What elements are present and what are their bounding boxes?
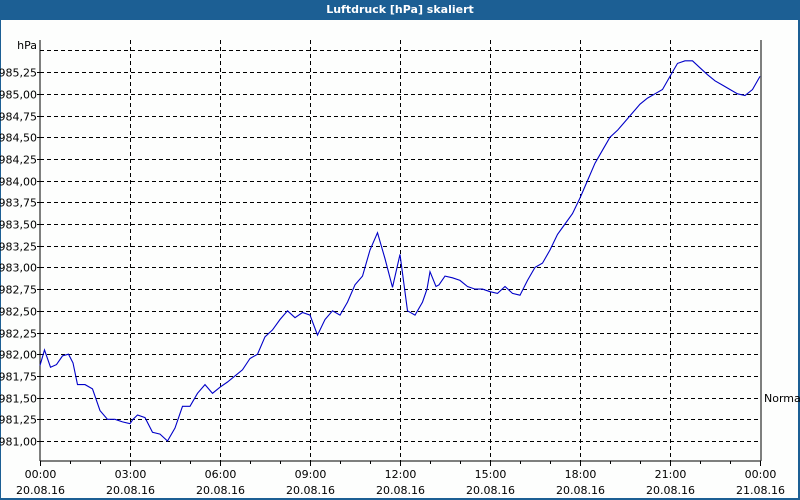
y-tick-label: 981,25 (0, 414, 37, 427)
x-tick-date: 20.08.16 (466, 484, 515, 497)
x-tick-date: 20.08.16 (556, 484, 605, 497)
x-tick-time: 03:00 (115, 468, 147, 481)
x-tick-date: 20.08.16 (286, 484, 335, 497)
y-tick-label: 984,00 (0, 176, 37, 189)
x-tick-date: 20.08.16 (646, 484, 695, 497)
y-tick-label: 984,50 (0, 132, 37, 145)
y-tick-label: 983,00 (0, 262, 37, 275)
x-tick-time: 12:00 (385, 468, 417, 481)
pressure-series-line (39, 60, 761, 442)
y-tick-label: 984,75 (0, 111, 37, 124)
y-tick-label: 982,75 (0, 284, 37, 297)
x-tick-date: 20.08.16 (376, 484, 425, 497)
y-tick-label: 981,50 (0, 393, 37, 406)
x-tick-date: 20.08.16 (16, 484, 65, 497)
y-tick-label: 985,25 (0, 67, 37, 80)
x-tick-time: 09:00 (295, 468, 327, 481)
x-tick-date: 20.08.16 (196, 484, 245, 497)
y-unit-label: hPa (17, 39, 37, 52)
x-tick-time: 00:00 (25, 468, 57, 481)
grid-lines (40, 40, 760, 461)
x-tick-time: 18:00 (565, 468, 597, 481)
x-axis-labels: 00:00 20.08.16 03:00 20.08.16 06:00 20.08.16 0… (16, 461, 785, 497)
y-tick-label: 983,75 (0, 197, 37, 210)
chart-title: Luftdruck [hPa] skaliert (0, 0, 800, 20)
y-tick-label: 982,50 (0, 306, 37, 319)
y-tick-label: 985,00 (0, 89, 37, 102)
x-tick-time: 06:00 (205, 468, 237, 481)
y-tick-label: 983,50 (0, 219, 37, 232)
y-tick-label: 982,00 (0, 349, 37, 362)
x-tick-date: 21.08.16 (736, 484, 785, 497)
normal-reference-label: Normal (764, 392, 800, 405)
x-tick-time: 00:00 (745, 468, 777, 481)
x-tick-time: 21:00 (655, 468, 687, 481)
x-tick-time: 15:00 (475, 468, 507, 481)
y-tick-label: 984,25 (0, 154, 37, 167)
y-tick-label: 981,00 (0, 436, 37, 449)
y-tick-label: 982,25 (0, 328, 37, 341)
y-tick-label: 981,75 (0, 371, 37, 384)
y-tick-label: 983,25 (0, 241, 37, 254)
y-axis-labels: 981,00 981,25 981,50 981,75 982,00 982,25 982,… (0, 67, 40, 449)
x-tick-date: 20.08.16 (106, 484, 155, 497)
